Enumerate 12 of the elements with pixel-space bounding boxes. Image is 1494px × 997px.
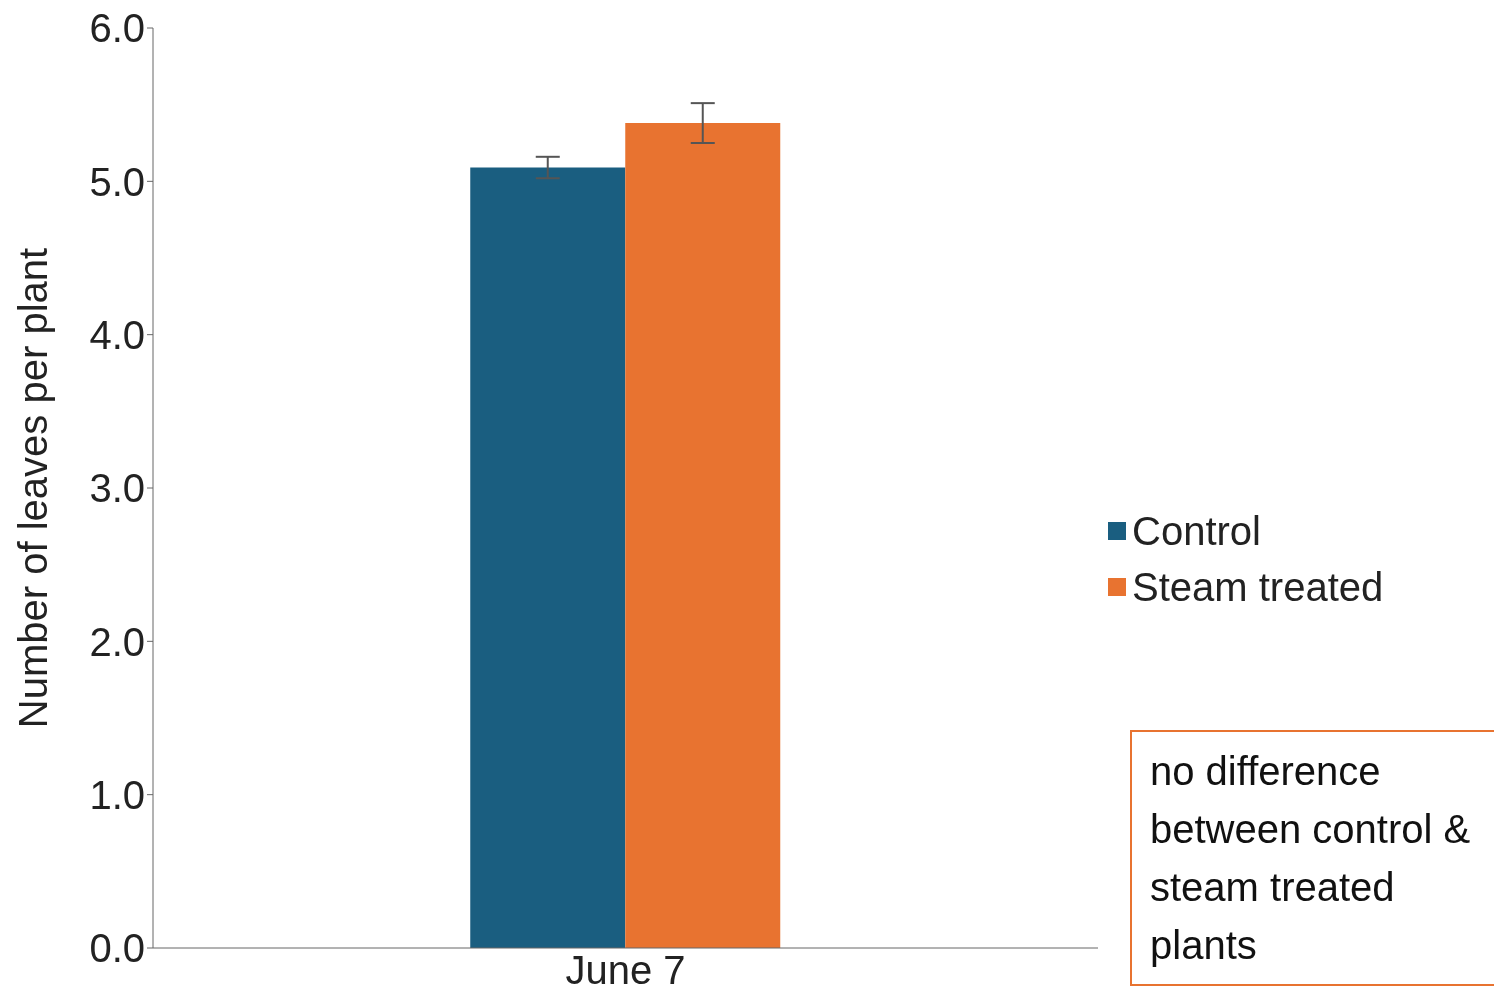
- y-tick-label: 2.0: [89, 619, 145, 664]
- legend-label: Control: [1132, 508, 1261, 555]
- y-tick-label: 0.0: [89, 926, 145, 971]
- y-tick-label: 5.0: [89, 159, 145, 204]
- legend-label: Steam treated: [1132, 564, 1384, 611]
- y-tick-label: 3.0: [89, 466, 145, 511]
- y-tick-label: 1.0: [89, 772, 145, 817]
- y-tick-label: 6.0: [89, 6, 145, 51]
- y-tick-label: 4.0: [89, 312, 145, 357]
- y-axis-title: Number of leaves per plant: [11, 247, 56, 729]
- x-tick-label: June 7: [565, 948, 686, 993]
- text: no difference between control & steam treated plants: [1130, 730, 1494, 986]
